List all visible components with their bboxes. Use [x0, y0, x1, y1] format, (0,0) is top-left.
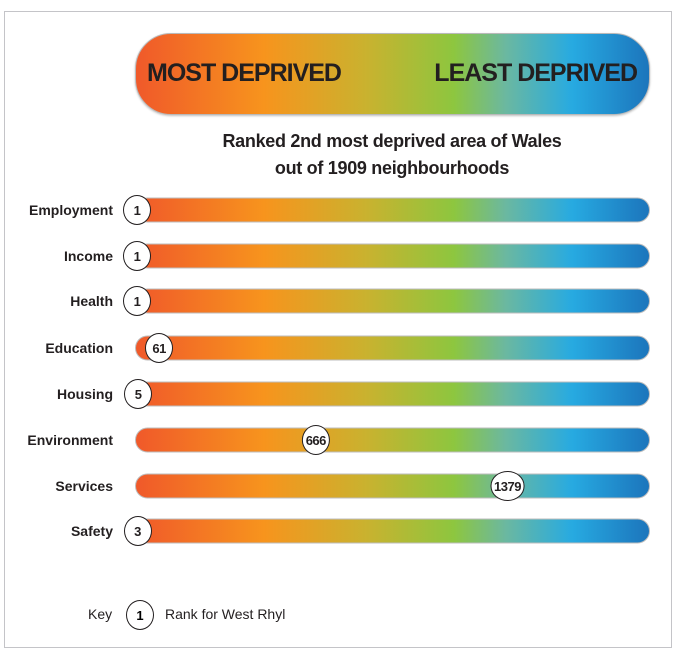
row-label-income: Income	[63, 248, 113, 264]
rank-bar-safety	[135, 518, 650, 544]
key-marker: 1	[126, 600, 154, 630]
rank-marker-income: 1	[123, 241, 151, 271]
rank-bar-health	[135, 288, 650, 314]
row-label-education: Education	[45, 340, 113, 356]
row-label-employment: Employment	[28, 202, 113, 218]
rank-marker-environment: 666	[301, 425, 330, 455]
rank-marker-safety: 3	[123, 516, 152, 546]
rank-marker-education: 61	[145, 333, 174, 363]
rank-marker-health: 1	[123, 286, 151, 316]
rank-marker-services: 1379	[490, 471, 525, 501]
deprivation-scale-header: MOST DEPRIVED LEAST DEPRIVED	[135, 33, 650, 115]
row-label-health: Health	[70, 293, 113, 309]
infographic-frame	[4, 11, 672, 648]
chart-subtitle: out of 1909 neighbourhoods	[274, 158, 510, 178]
key-label: Key	[88, 606, 113, 622]
rank-bar-income	[135, 243, 650, 269]
row-label-safety: Safety	[70, 523, 113, 539]
rank-bar-environment	[135, 427, 650, 453]
rank-bar-services	[135, 473, 650, 499]
chart-title: Ranked 2nd most deprived area of Wales	[222, 131, 562, 151]
row-label-environment: Environment	[27, 432, 113, 448]
rank-bar-housing	[135, 381, 650, 407]
rank-marker-housing: 5	[124, 379, 153, 409]
row-label-services: Services	[55, 478, 113, 494]
row-label-housing: Housing	[57, 386, 113, 402]
key-text: Rank for West Rhyl	[165, 606, 286, 622]
rank-bar-employment	[135, 197, 650, 223]
rank-bar-education	[135, 335, 650, 361]
rank-marker-employment: 1	[123, 195, 151, 225]
most-deprived-label: MOST DEPRIVED	[147, 59, 342, 87]
least-deprived-label: LEAST DEPRIVED	[434, 59, 638, 87]
